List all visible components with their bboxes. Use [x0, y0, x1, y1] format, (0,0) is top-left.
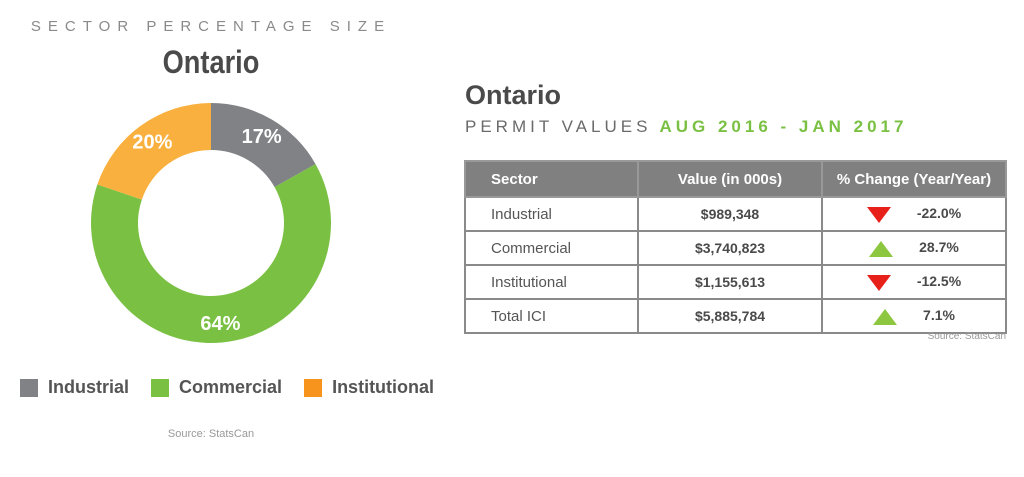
slice-label: 20%: [132, 131, 172, 153]
donut-chart: 17% 64% 20%: [91, 103, 331, 343]
cell-value: $5,885,784: [637, 298, 823, 334]
table-row: Total ICI $5,885,784 7.1%: [464, 298, 1007, 334]
cell-sector: Commercial: [464, 230, 639, 266]
source-note: Source: StatsCan: [167, 428, 255, 440]
legend-swatch: [304, 378, 323, 397]
slice-industrial: [211, 103, 316, 188]
cell-change: 28.7%: [821, 230, 1007, 266]
chart-kicker: SECTOR PERCENTAGE SIZE: [30, 18, 392, 35]
legend-swatch: [20, 378, 38, 397]
cell-change: 7.1%: [821, 298, 1007, 334]
header-value: Value (in 000s): [637, 160, 823, 198]
cell-sector: Total ICI: [464, 298, 639, 334]
cell-sector: Institutional: [464, 264, 639, 300]
legend-item-commercial: Commercial: [151, 377, 282, 398]
legend-swatch: [151, 378, 170, 397]
change-value: 28.7%: [919, 239, 959, 256]
legend-item-institutional: Institutional: [304, 377, 434, 398]
slice-label: 64%: [200, 313, 240, 335]
slice-label: 17%: [242, 126, 282, 148]
up-arrow-icon: [869, 240, 894, 257]
legend-label: Commercial: [179, 377, 283, 397]
table-title: Ontario: [465, 80, 562, 110]
permit-table: Sector Value (in 000s) % Change (Year/Ye…: [464, 160, 1007, 334]
slice-institutional: [97, 103, 211, 200]
legend-label: Industrial: [48, 377, 130, 397]
subtitle-text: PERMIT VALUES: [465, 117, 652, 136]
down-arrow-icon: [866, 206, 891, 223]
table-header: Sector Value (in 000s) % Change (Year/Ye…: [464, 160, 1007, 198]
cell-value: $3,740,823: [637, 230, 823, 266]
down-arrow-icon: [866, 274, 891, 291]
change-value: -12.5%: [916, 273, 962, 290]
cell-value: $989,348: [637, 196, 823, 232]
up-arrow-icon: [873, 308, 898, 325]
cell-value: $1,155,613: [637, 264, 823, 300]
table-row: Institutional $1,155,613 -12.5%: [464, 264, 1007, 300]
legend: Industrial Commercial Institutional: [20, 377, 434, 398]
header-change: % Change (Year/Year): [821, 160, 1007, 198]
chart-title: Ontario: [162, 44, 260, 80]
table-subtitle: PERMIT VALUES AUG 2016 - JAN 2017: [465, 117, 907, 137]
cell-change: -22.0%: [821, 196, 1007, 232]
legend-item-industrial: Industrial: [20, 377, 129, 398]
slice-commercial: [91, 164, 331, 343]
table-row: Commercial $3,740,823 28.7%: [464, 230, 1007, 266]
source-note: Source: StatsCan: [927, 331, 1006, 342]
date-range: AUG 2016 - JAN 2017: [659, 117, 908, 136]
change-value: 7.1%: [923, 307, 955, 324]
change-value: -22.0%: [916, 205, 962, 222]
table-row: Industrial $989,348 -22.0%: [464, 196, 1007, 232]
legend-label: Institutional: [332, 377, 435, 397]
cell-sector: Industrial: [464, 196, 639, 232]
header-sector: Sector: [464, 160, 639, 198]
cell-change: -12.5%: [821, 264, 1007, 300]
